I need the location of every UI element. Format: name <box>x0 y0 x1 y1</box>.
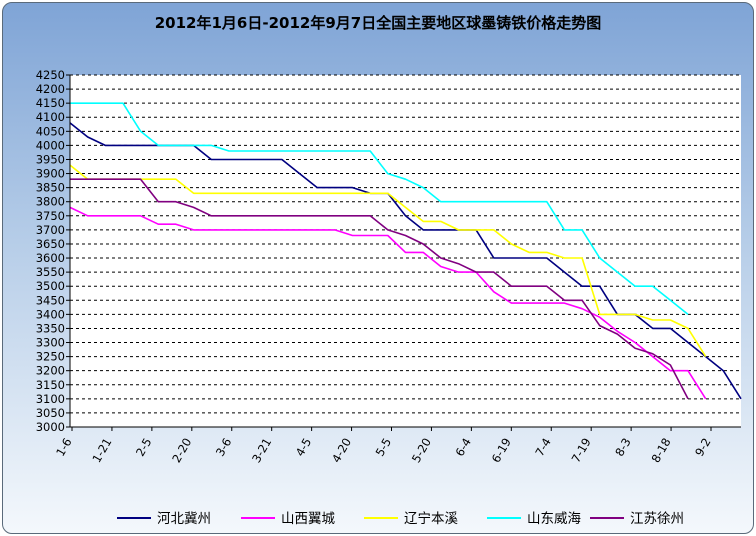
y-tick-label: 3200 <box>36 364 65 378</box>
y-tick-label: 4000 <box>36 138 65 152</box>
x-tick-label: 2-20 <box>169 436 194 466</box>
x-tick-label: 4-20 <box>329 436 354 466</box>
y-tick-label: 3750 <box>36 209 65 223</box>
y-tick-label: 4050 <box>36 124 65 138</box>
y-tick-label: 3100 <box>36 392 65 406</box>
legend-label-5: 江苏徐州 <box>630 511 684 527</box>
y-tick-label: 4250 <box>36 68 65 82</box>
series-line-5 <box>70 178 689 400</box>
x-tick-label: 6-19 <box>489 436 514 466</box>
y-tick-label: 4150 <box>36 96 65 110</box>
y-tick-label: 3600 <box>36 251 65 265</box>
plot-area <box>70 75 741 427</box>
x-tick-label: 8-3 <box>612 436 634 459</box>
x-tick-label: 5-5 <box>373 436 395 459</box>
y-tick-label: 3400 <box>36 307 65 321</box>
x-tick-label: 3-6 <box>213 436 235 459</box>
y-tick-label: 3450 <box>36 293 65 307</box>
y-tick-label: 3000 <box>36 420 65 434</box>
x-tick-label: 8-18 <box>648 436 673 466</box>
y-tick-label: 3500 <box>36 279 65 293</box>
chart-title: 2012年1月6日-2012年9月7日全国主要地区球墨铸铁价格走势图 <box>154 14 602 32</box>
x-tick-label: 7-4 <box>532 436 554 459</box>
legend-label-4: 山东威海 <box>527 511 581 527</box>
y-tick-label: 3650 <box>36 237 65 251</box>
y-tick-label: 3050 <box>36 406 65 420</box>
legend-label-1: 河北冀州 <box>157 511 211 527</box>
y-tick-label: 4200 <box>36 82 65 96</box>
x-tick-label: 5-20 <box>409 436 434 466</box>
legend-label-2: 山西翼城 <box>281 511 335 527</box>
series-line-2 <box>69 206 707 400</box>
y-tick-label: 3550 <box>36 265 65 279</box>
x-tick-label: 2-5 <box>133 436 155 459</box>
x-tick-label: 4-5 <box>293 436 315 459</box>
y-tick-label: 3850 <box>36 181 65 195</box>
x-tick-label: 3-21 <box>249 436 274 466</box>
y-tick-label: 3950 <box>36 152 65 166</box>
series-line-3 <box>69 164 707 358</box>
y-tick-label: 3350 <box>36 321 65 335</box>
y-tick-label: 3900 <box>36 167 65 181</box>
x-tick-label: 6-4 <box>452 436 474 459</box>
y-tick-label: 3300 <box>36 336 65 350</box>
x-tick-label: 1-21 <box>89 436 114 466</box>
legend-label-3: 辽宁本溪 <box>404 510 458 527</box>
y-tick-label: 4100 <box>36 110 65 124</box>
y-tick-label: 3800 <box>36 195 65 209</box>
x-tick-label: 9-2 <box>692 436 714 459</box>
y-tick-label: 3250 <box>36 350 65 364</box>
series-line-4 <box>70 102 689 316</box>
y-tick-label: 3150 <box>36 378 65 392</box>
x-tick-label: 7-19 <box>569 436 594 466</box>
x-tick-label: 1-6 <box>53 436 75 459</box>
y-tick-label: 3700 <box>36 223 65 237</box>
